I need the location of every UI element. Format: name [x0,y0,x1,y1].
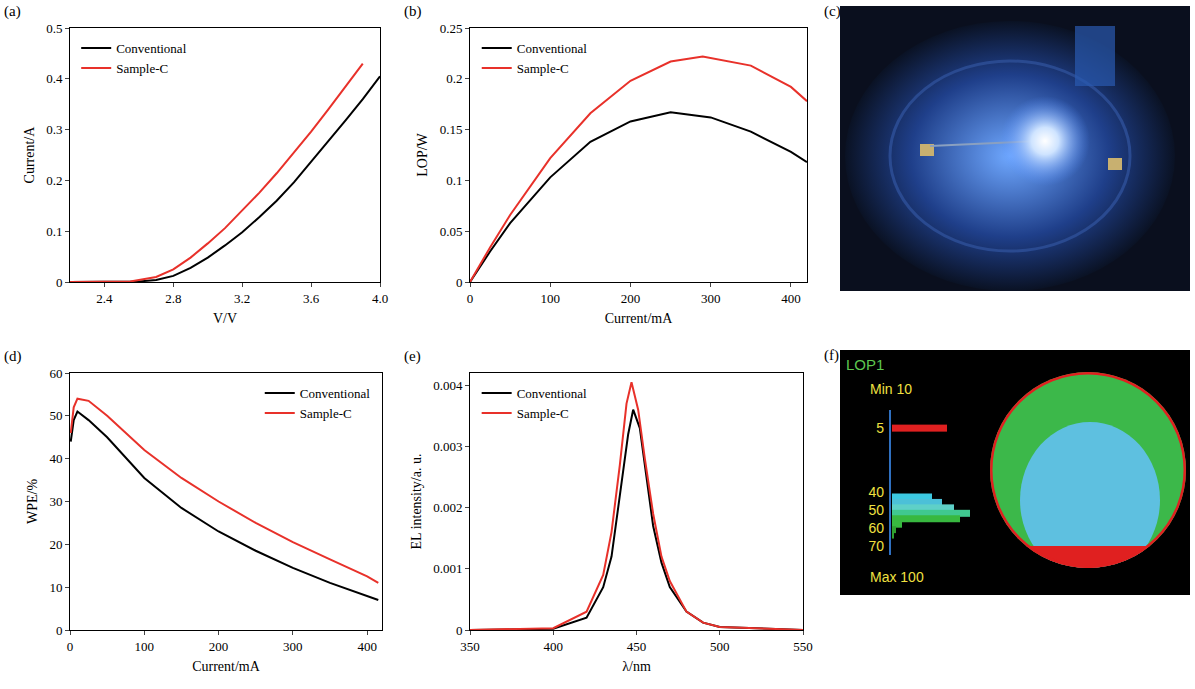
svg-text:400: 400 [357,639,377,654]
svg-text:0.004: 0.004 [433,378,463,393]
svg-text:0.2: 0.2 [46,173,62,188]
svg-text:3.2: 3.2 [234,291,250,306]
svg-text:30: 30 [49,494,62,509]
svg-text:0: 0 [56,275,63,290]
svg-text:0.05: 0.05 [440,224,463,239]
svg-text:V/V: V/V [213,311,237,326]
html-text:(b): (b) [404,3,422,19]
svg-text:50: 50 [868,502,884,518]
svg-text:300: 300 [283,639,303,654]
html-text:(f): (f) [824,347,839,363]
svg-text:0.3: 0.3 [46,122,62,137]
svg-text:0.15: 0.15 [440,122,463,137]
svg-text:Conventional: Conventional [300,386,370,401]
svg-text:0: 0 [456,275,463,290]
svg-text:450: 450 [627,639,647,654]
svg-text:Sample-C: Sample-C [300,406,352,421]
svg-text:LOP1: LOP1 [846,356,884,373]
svg-text:550: 550 [793,639,813,654]
svg-text:5: 5 [876,420,884,436]
svg-text:200: 200 [621,291,641,306]
svg-text:Max 100: Max 100 [870,569,924,585]
html-text:(d): (d) [4,348,22,364]
html-text:(e): (e) [404,348,421,364]
svg-text:0.001: 0.001 [433,561,462,576]
svg-text:Conventional: Conventional [517,386,587,401]
svg-text:Sample-C: Sample-C [517,406,569,421]
svg-text:300: 300 [701,291,721,306]
svg-text:Current/mA: Current/mA [605,311,674,326]
svg-text:0.4: 0.4 [46,71,63,86]
svg-text:λ/nm: λ/nm [622,659,651,674]
svg-text:50: 50 [49,408,62,423]
svg-text:70: 70 [868,538,884,554]
svg-text:200: 200 [209,639,229,654]
svg-text:0.5: 0.5 [46,21,62,36]
svg-text:WPE/%: WPE/% [25,479,40,524]
svg-text:0: 0 [67,639,74,654]
svg-text:10: 10 [49,580,62,595]
svg-text:100: 100 [540,291,560,306]
svg-text:40: 40 [49,451,62,466]
svg-text:Sample-C: Sample-C [517,61,569,76]
html-text:(a): (a) [4,3,21,19]
svg-text:60: 60 [49,366,62,381]
svg-text:EL intensity/a. u.: EL intensity/a. u. [409,454,424,550]
svg-text:40: 40 [868,484,884,500]
svg-text:0: 0 [56,623,63,638]
svg-text:500: 500 [710,639,730,654]
svg-text:0.1: 0.1 [46,224,62,239]
svg-text:2.8: 2.8 [165,291,181,306]
html-text:(c): (c) [824,3,841,19]
svg-text:4.0: 4.0 [372,291,388,306]
svg-text:2.4: 2.4 [96,291,113,306]
svg-text:20: 20 [49,537,62,552]
svg-text:350: 350 [460,639,480,654]
svg-text:0.1: 0.1 [446,173,462,188]
svg-text:0.003: 0.003 [433,439,462,454]
svg-text:0.002: 0.002 [433,500,462,515]
svg-text:0.2: 0.2 [446,71,462,86]
svg-text:400: 400 [781,291,801,306]
svg-text:100: 100 [135,639,155,654]
svg-text:3.6: 3.6 [303,291,320,306]
svg-text:0.25: 0.25 [440,21,463,36]
svg-text:LOP/W: LOP/W [415,132,430,176]
svg-text:Current/A: Current/A [22,126,37,184]
svg-text:60: 60 [868,520,884,536]
svg-text:Sample-C: Sample-C [116,61,168,76]
svg-text:Min 10: Min 10 [870,381,912,397]
svg-text:400: 400 [544,639,564,654]
svg-text:Current/mA: Current/mA [192,659,261,674]
svg-text:0: 0 [467,291,474,306]
svg-text:Conventional: Conventional [517,41,587,56]
svg-text:0: 0 [456,623,463,638]
svg-text:Conventional: Conventional [116,41,186,56]
